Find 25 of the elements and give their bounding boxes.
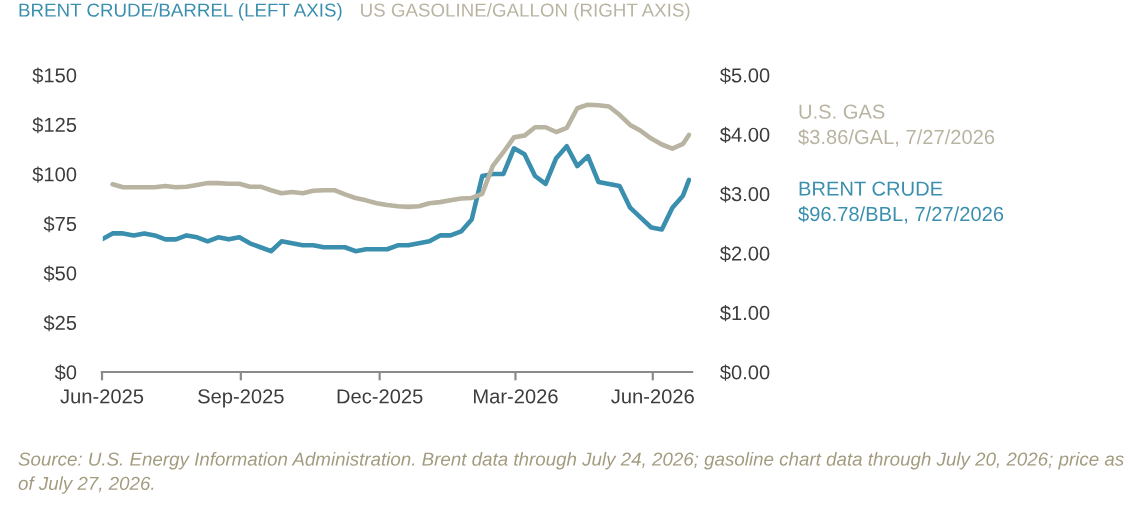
y2-tick-label: $1.00	[719, 304, 770, 322]
y2-tick-label: $0.00	[719, 364, 770, 381]
y2-tick-label: $4.00	[719, 126, 770, 144]
x-tick-label: Jun-2025	[60, 389, 144, 404]
text: BRENT CRUDE $96.78/BBL, 7/27/2026	[798, 181, 1004, 224]
x-tick-label: Jun-2026	[611, 389, 694, 404]
line-series	[102, 143, 692, 254]
y2-tick-label: $2.00	[719, 245, 770, 262]
text: BRENT CRUDE/BARREL (LEFT AXIS)	[19, 3, 342, 21]
source-note: Source: U.S. Energy Information Administration. Brent data through July 24, 2026; gasoline chart data through July 20, 2026; price as of July 27, 2026.	[18, 452, 1124, 494]
text: US GASOLINE/GALLON (RIGHT AXIS)	[361, 3, 690, 21]
y-tick-label: $50	[43, 265, 77, 282]
y-tick-label: $100	[32, 166, 77, 183]
y-tick-label: $75	[43, 215, 77, 233]
y2-tick-label: $5.00	[719, 67, 770, 84]
x-tick-label: Dec-2025	[337, 389, 423, 404]
x-tick-label: Mar-2026	[474, 389, 558, 404]
y-tick-label: $150	[32, 67, 77, 84]
line-series	[110, 102, 692, 210]
text: U.S. GAS $3.86/GAL, 7/27/2026	[798, 104, 995, 147]
y2-tick-label: $3.00	[719, 186, 770, 203]
y-tick-label: $0	[54, 364, 77, 381]
x-tick-label: Sep-2025	[198, 389, 284, 408]
y-tick-label: $25	[43, 314, 77, 332]
y-tick-label: $125	[32, 116, 77, 134]
